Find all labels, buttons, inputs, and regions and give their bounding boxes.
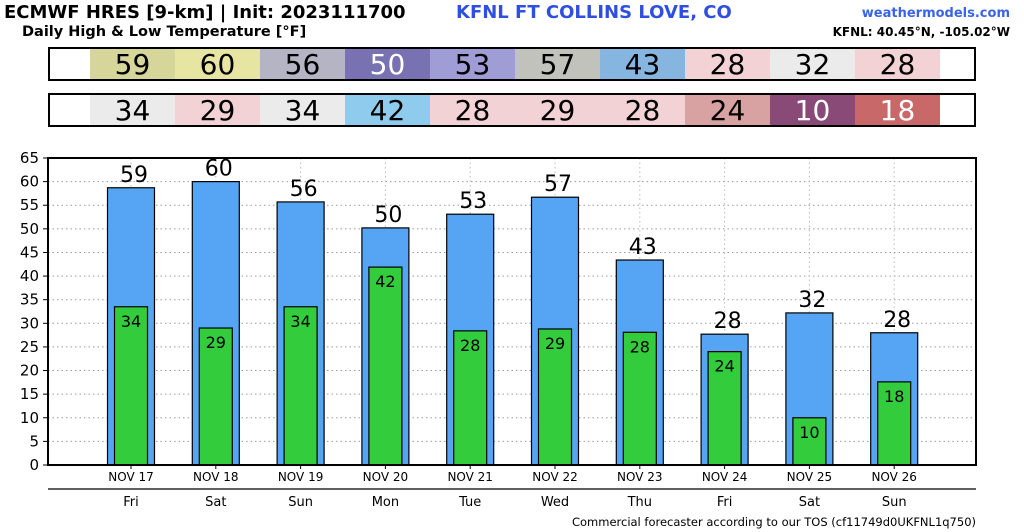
low-temperature-cell: 24 [685,94,770,127]
y-tick-label: 0 [29,456,39,474]
low-temperature-strip: 34 29 34 42 28 29 28 24 10 18 [48,93,976,127]
y-tick-label: 10 [20,409,39,427]
date-label: NOV 17 [108,470,154,484]
date-label: NOV 25 [787,470,833,484]
date-label: NOV 23 [617,470,663,484]
weekday-label: Sun [288,495,313,510]
date-label: NOV 24 [702,470,748,484]
chart-subtitle: Daily High & Low Temperature [°F] [22,24,307,40]
low-data-label: 10 [799,423,819,442]
weekday-label: Wed [541,495,569,510]
high-data-label: 56 [290,177,318,202]
low-data-label: 34 [290,312,310,331]
low-bar [113,306,149,466]
date-label: NOV 22 [532,470,578,484]
high-data-label: 32 [798,288,826,313]
low-bar [792,417,827,466]
y-tick-label: 60 [20,173,39,191]
low-data-label: 29 [206,333,226,352]
high-temperature-cell: 57 [515,48,600,81]
low-temperature-cell: 10 [770,94,855,127]
y-tick-label: 50 [20,220,39,238]
low-data-label: 24 [714,357,734,376]
low-bar [368,266,403,466]
footer-note: Commercial forecaster according to our T… [571,515,976,529]
plot-frame [47,157,977,466]
y-tick-label: 30 [20,314,39,332]
weekday-label: Fri [717,495,733,510]
station-coordinates: KFNL: 40.45°N, -105.02°W [832,25,1010,39]
weekday-label: Mon [372,495,399,510]
date-label: NOV 26 [871,470,917,484]
high-data-label: 50 [374,203,402,228]
high-temperature-cell: 28 [685,48,770,81]
high-temperature-cell: 50 [345,48,430,81]
date-label: NOV 19 [278,470,324,484]
low-data-label: 29 [545,334,565,353]
high-temperature-cell: 59 [90,48,175,81]
weekday-label: Tue [458,495,481,510]
high-data-label: 59 [120,163,148,188]
low-temperature-cell: 29 [515,94,600,127]
low-bar [453,330,488,466]
high-temperature-cell: 60 [175,48,260,81]
low-bar [877,381,912,466]
date-label: NOV 20 [363,470,409,484]
date-label: NOV 18 [193,470,239,484]
low-temperature-cell: 28 [600,94,685,127]
low-data-label: 28 [460,336,480,355]
y-tick-label: 5 [29,432,39,450]
low-temperature-cell: 18 [855,94,940,127]
high-temperature-cell: 53 [430,48,515,81]
high-data-label: 60 [205,157,233,182]
high-data-label: 57 [544,172,572,197]
high-temperature-strip: 59 60 56 50 53 57 43 28 32 28 [48,47,976,81]
high-data-label: 53 [459,189,487,214]
y-tick-label: 20 [20,362,39,380]
low-data-label: 28 [630,337,650,356]
low-bar [537,328,573,466]
high-temperature-cell: 56 [260,48,345,81]
low-data-label: 18 [884,387,904,406]
low-data-label: 42 [375,272,395,291]
y-tick-label: 45 [20,243,39,261]
brand-link[interactable]: weathermodels.com [861,6,1010,21]
high-data-label: 28 [714,309,742,334]
high-data-label: 43 [629,235,657,260]
y-tick-label: 15 [20,385,39,403]
low-data-label: 34 [121,312,141,331]
weekday-label: Sat [205,495,226,510]
low-temperature-cell: 34 [90,94,175,127]
y-tick-label: 40 [20,267,39,285]
date-label: NOV 21 [447,470,493,484]
weekday-label: Sun [882,495,907,510]
model-title: ECMWF HRES [9-km] | Init: 2023111700 [4,2,406,23]
low-temperature-cell: 28 [430,94,515,127]
low-temperature-cell: 42 [345,94,430,127]
plot-area [48,158,976,465]
high-data-label: 28 [883,308,911,333]
low-temperature-cell: 34 [260,94,345,127]
weekday-label: Thu [627,495,652,510]
weekday-label: Fri [123,495,139,510]
y-tick-label: 35 [20,291,39,309]
high-temperature-cell: 32 [770,48,855,81]
weekday-label: Sat [799,495,820,510]
low-bar [622,331,657,466]
y-tick-label: 65 [20,149,39,167]
y-tick-label: 25 [20,338,39,356]
high-temperature-cell: 43 [600,48,685,81]
high-temperature-cell: 28 [855,48,940,81]
low-temperature-cell: 29 [175,94,260,127]
station-name: KFNL FT COLLINS LOVE, CO [456,2,732,23]
y-tick-label: 55 [20,196,39,214]
